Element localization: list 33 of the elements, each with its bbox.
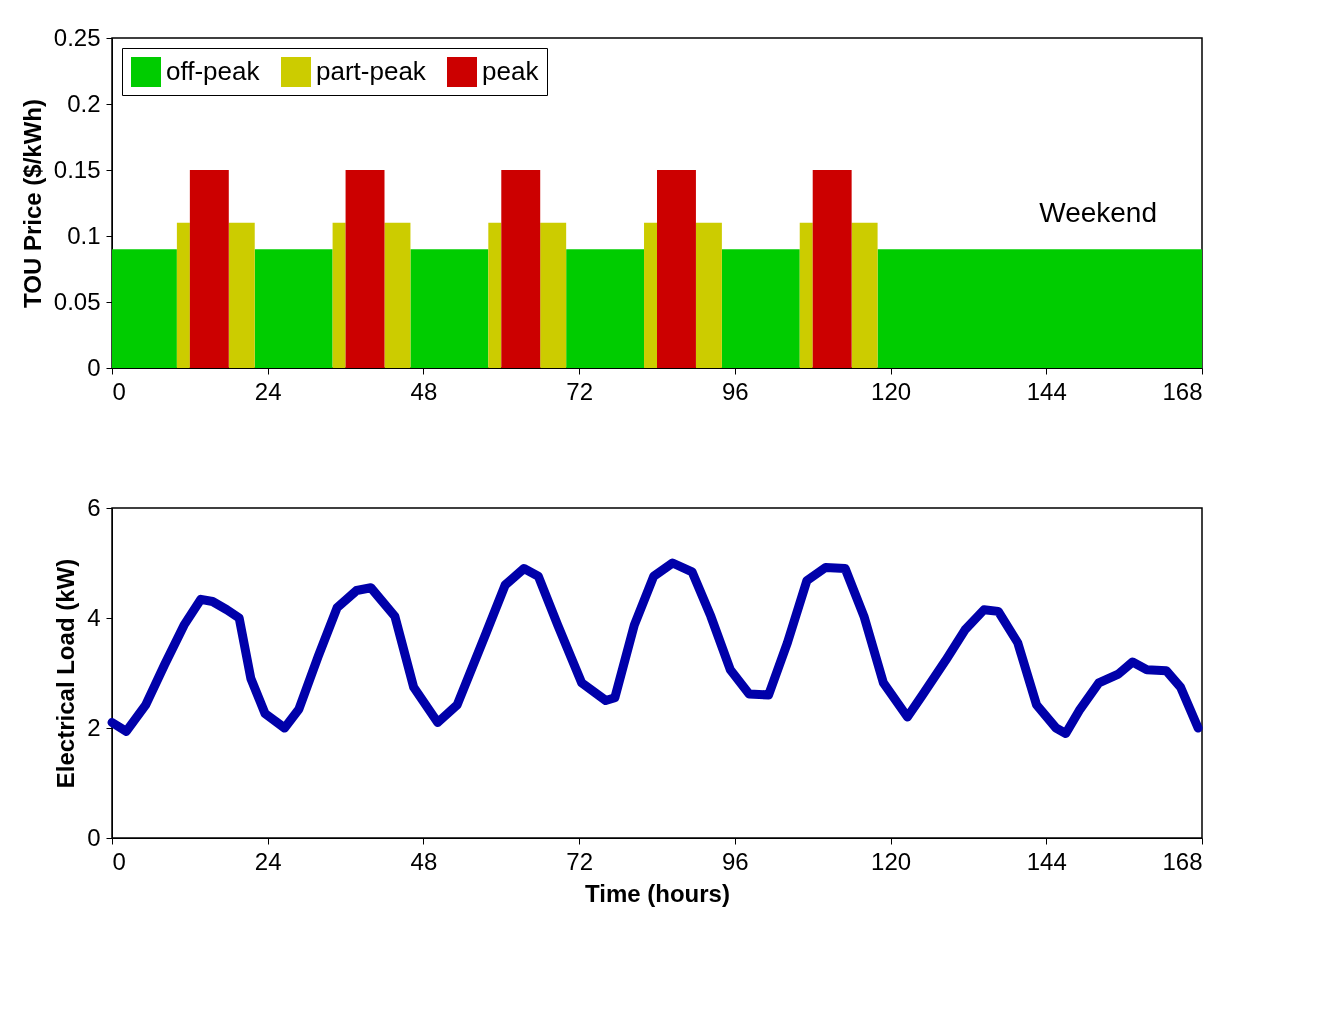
x-tick-label: 120 xyxy=(871,847,912,875)
x-tick-label: 24 xyxy=(254,847,282,875)
x-axis-title: Time (hours) xyxy=(585,879,730,907)
y-tick-label: 0 xyxy=(87,353,101,381)
x-tick-label: 72 xyxy=(566,377,593,405)
x-tick-label: 96 xyxy=(722,847,749,875)
x-tick-label: 168 xyxy=(1162,847,1203,875)
y-tick-label: 6 xyxy=(87,493,101,521)
y-axis-title: TOU Price ($/kWh) xyxy=(18,99,46,308)
y-tick-label: 4 xyxy=(87,603,101,631)
y-tick-label: 0 xyxy=(87,823,101,851)
x-tick-label: 48 xyxy=(410,377,438,405)
y-tick-label: 2 xyxy=(87,713,101,741)
annotation: Weekend xyxy=(1039,197,1157,228)
legend-label: peak xyxy=(482,56,540,86)
y-tick-label: 0.25 xyxy=(53,23,101,51)
y-tick-label: 0.2 xyxy=(67,89,101,117)
y-tick-label: 0.1 xyxy=(67,221,101,249)
x-tick-label: 144 xyxy=(1026,377,1067,405)
legend-label: off-peak xyxy=(166,56,261,86)
x-tick-label: 0 xyxy=(112,377,126,405)
x-tick-label: 168 xyxy=(1162,377,1203,405)
y-tick-label: 0.15 xyxy=(53,155,101,183)
x-tick-label: 144 xyxy=(1026,847,1067,875)
x-tick-label: 24 xyxy=(254,377,282,405)
legend-label: part-peak xyxy=(316,56,427,86)
x-tick-label: 48 xyxy=(410,847,438,875)
x-tick-label: 120 xyxy=(871,377,912,405)
y-axis-title: Electrical Load (kW) xyxy=(52,558,80,789)
x-tick-label: 96 xyxy=(722,377,749,405)
y-tick-label: 0.05 xyxy=(53,287,101,315)
x-tick-label: 0 xyxy=(112,847,126,875)
x-tick-label: 72 xyxy=(566,847,593,875)
